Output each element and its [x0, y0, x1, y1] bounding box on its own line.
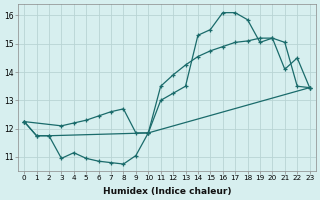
- X-axis label: Humidex (Indice chaleur): Humidex (Indice chaleur): [103, 187, 231, 196]
